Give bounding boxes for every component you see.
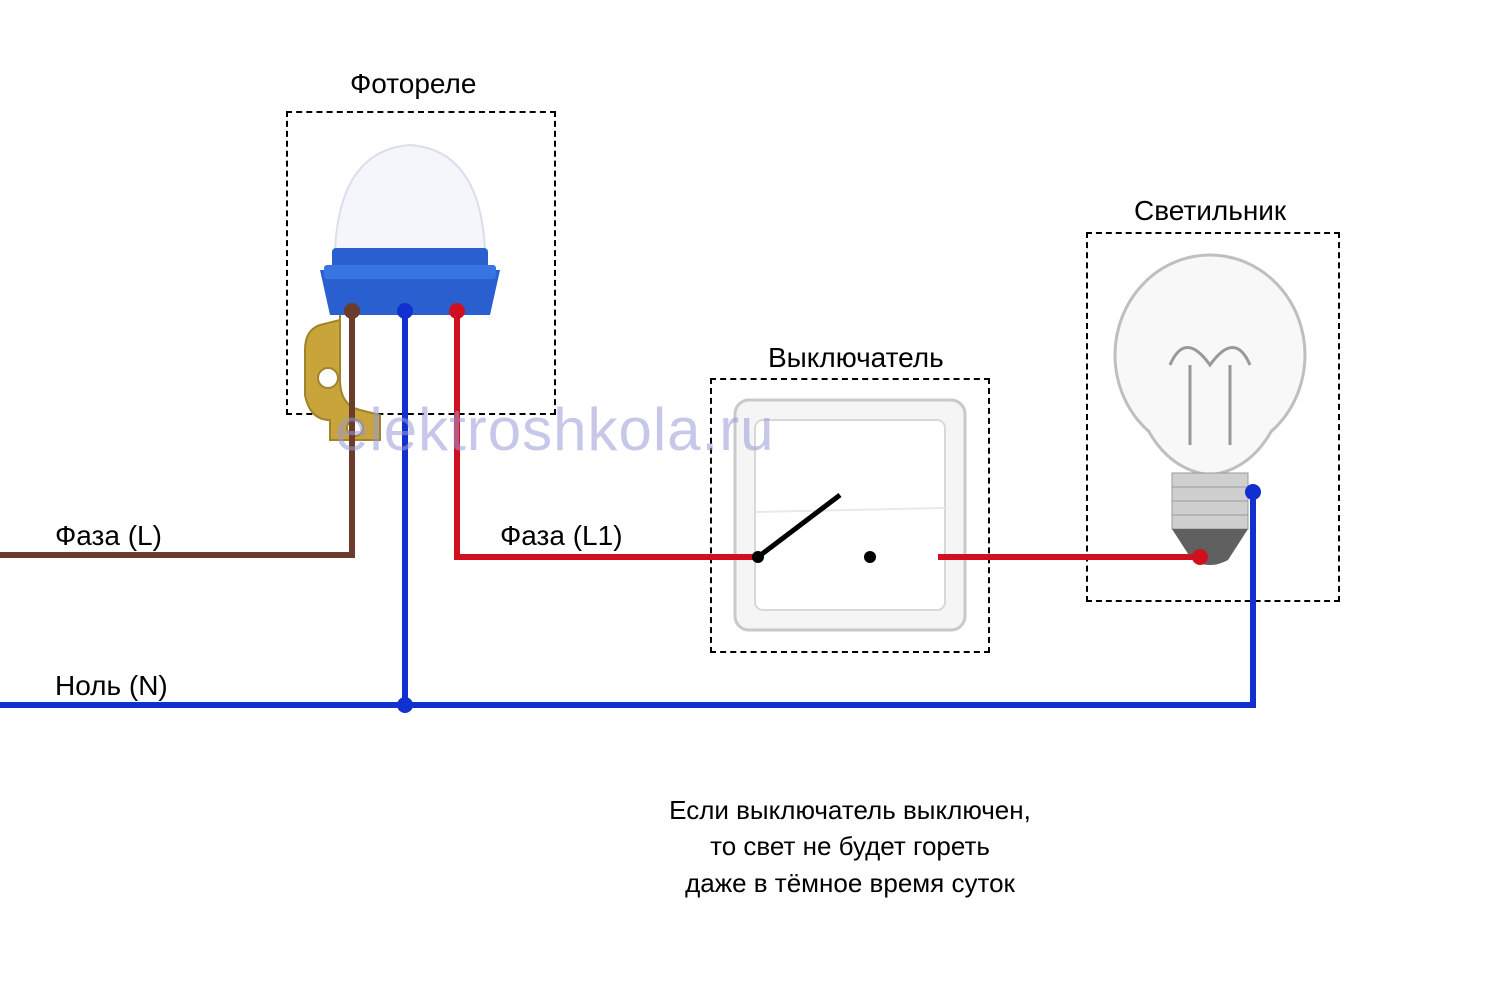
junction-dot <box>397 697 413 713</box>
diagram-canvas: Фотореле Выключатель Светильник Фаза (L)… <box>0 0 1501 1000</box>
lamp-label: Светильник <box>1134 195 1286 227</box>
phase-l-label: Фаза (L) <box>55 520 162 552</box>
switch-label: Выключатель <box>768 342 944 374</box>
watermark: elektroshkola.ru <box>335 395 775 464</box>
caption-line: то свет не будет гореть <box>590 828 1110 864</box>
phase-l1-label: Фаза (L1) <box>500 520 623 552</box>
terminal-dot <box>1245 484 1261 500</box>
terminal-dot <box>449 303 465 319</box>
caption-line: Если выключатель выключен, <box>590 792 1110 828</box>
photorelay-label: Фотореле <box>350 68 476 100</box>
terminal-dot <box>1192 549 1208 565</box>
terminal-dot <box>397 303 413 319</box>
neutral-label: Ноль (N) <box>55 670 168 702</box>
diagram-caption: Если выключатель выключен, то свет не бу… <box>590 792 1110 901</box>
caption-line: даже в тёмное время суток <box>590 865 1110 901</box>
terminal-dot <box>344 303 360 319</box>
